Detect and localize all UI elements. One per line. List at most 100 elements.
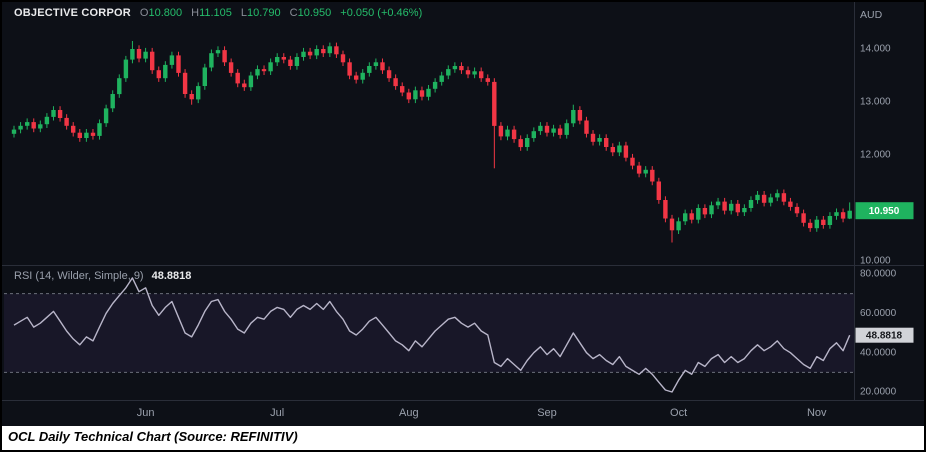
price-axis-label: 13.000 [860,97,891,108]
candle-body [597,138,602,142]
candle-body [261,69,267,72]
month-label: Nov [807,407,827,419]
candle-body [18,125,23,130]
candle-body [64,117,69,126]
candle-body [176,55,181,73]
candle-body [446,69,451,76]
rsi-value-badge [855,327,914,343]
candle-body [103,108,109,124]
candle-body [189,94,194,100]
candle-body [551,128,556,133]
candle-body [228,62,234,73]
candle-body [432,81,438,89]
candle-body [617,145,622,153]
price-axis[interactable]: AUD 14.000 13.000 12.000 10.000 10.950 [855,9,914,267]
candle-body [742,208,747,213]
candle-body [340,54,346,63]
candle-body [465,70,471,75]
candle-body [242,83,247,88]
candle-body [748,200,754,208]
candle-body [696,208,701,220]
candle-body [827,216,833,225]
candle-body [511,129,517,140]
candle-body [761,194,767,203]
candle-body [847,210,852,219]
rsi-axis-label: 40.0000 [860,347,897,358]
candle-body [808,222,813,229]
candle-body [814,219,819,229]
candle-body [479,71,484,79]
candle-body [419,90,425,97]
technical-chart-panel[interactable]: AUD 14.000 13.000 12.000 10.000 10.950 80.0000… [2,2,924,426]
candle-body [781,193,787,202]
candle-body [571,110,576,124]
candle-body [110,94,115,109]
candle-body [347,62,352,76]
candle-body [393,78,398,87]
candle-body [400,86,405,93]
candle-body [235,72,240,84]
candle-body [643,169,648,174]
candle-body [498,125,504,137]
candle-body [656,181,661,200]
candle-body [136,49,142,59]
candle-body [209,53,214,68]
rsi-axis-label: 20.0000 [860,387,897,398]
last-price-badge-text: 10.950 [869,206,900,217]
candle-body [169,55,175,65]
candle-body [557,128,563,135]
candle-body [215,50,221,54]
candle-body [439,75,444,82]
candle-body [544,125,550,133]
candle-body [275,57,280,63]
candle-body [623,145,629,158]
candle-body [281,57,286,60]
candle-body [584,120,589,134]
candle-body [669,218,675,231]
candle-body [735,203,740,213]
candle-body [38,124,43,129]
candle-body [150,51,155,71]
candle-body [604,138,609,147]
candle-body [367,66,372,73]
candle-body [294,57,300,66]
rsi-band [4,293,854,373]
candle-body [117,78,122,95]
month-label: Oct [670,407,687,419]
candle-body [650,169,655,182]
month-label: Jun [137,407,155,419]
time-axis[interactable]: Jun Jul Aug Sep Oct Nov [137,407,827,419]
candle-body [426,88,431,97]
candle-body [314,49,319,56]
candle-body [307,51,313,56]
candle-body [788,201,793,207]
candle-body [163,64,168,79]
figure-caption: OCL Daily Technical Chart (Source: REFIN… [2,426,924,450]
rsi-value-badge-text: 48.8818 [866,330,903,341]
candle-body [564,123,569,135]
candle-body [525,138,530,147]
candle-body [123,59,129,79]
candle-body [202,67,207,86]
candle-body [689,213,694,220]
month-label: Sep [537,407,557,419]
candle-body [156,70,161,79]
candle-body [794,206,800,214]
chart-canvas[interactable]: AUD 14.000 13.000 12.000 10.000 10.950 80.0000… [2,2,924,426]
candle-body [840,212,846,219]
last-price-badge [855,202,914,220]
candle-body [834,212,839,216]
candle-body [452,66,458,70]
price-axis-label: 10.000 [860,256,891,267]
rsi-axis[interactable]: 80.0000 60.0000 40.0000 20.0000 48.8818 [855,269,914,398]
candle-body [406,92,411,100]
candlestick-series [11,41,852,243]
candle-body [413,90,418,100]
candle-body [44,116,50,125]
month-label: Aug [399,407,419,419]
candle-body [715,201,721,206]
candle-body [84,132,89,138]
candle-body [248,75,254,88]
candle-body [334,46,339,55]
candle-body [459,66,464,71]
